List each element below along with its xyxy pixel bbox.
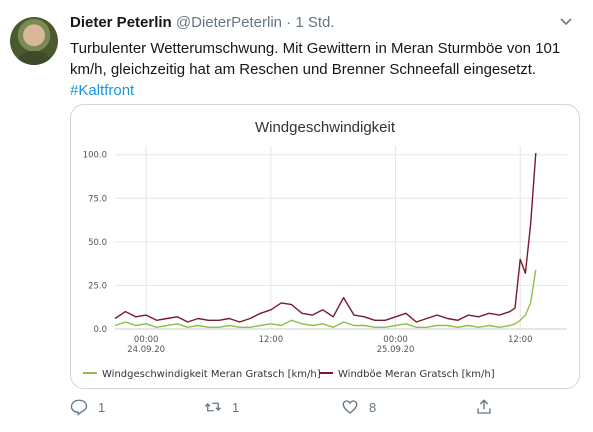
series-line-0: [114, 269, 537, 329]
heart-icon: [342, 400, 358, 414]
chart-card[interactable]: Windgeschwindigkeit 0.0 25.0 50.0 75.0 100.0…: [70, 104, 580, 389]
hashtag-link[interactable]: #Kaltfront: [70, 82, 135, 99]
legend-swatch: [319, 372, 333, 374]
reply-count: 1: [98, 399, 106, 415]
chevron-down-icon[interactable]: [559, 14, 573, 28]
chart-title: Windgeschwindigkeit: [254, 119, 396, 136]
y-tick-label: 50.0: [88, 238, 107, 248]
legend-item-windgeschwindigkeit[interactable]: Windgeschwindigkeit Meran Gratsch [km/h]: [83, 369, 321, 380]
y-tick-label: 75.0: [88, 194, 107, 204]
tweet-actions: 1 1 8: [70, 398, 585, 422]
share-button[interactable]: [475, 398, 503, 416]
x-tick-sublabel: 25.09.20: [377, 345, 415, 355]
y-tick-label: 0.0: [93, 325, 107, 335]
retweet-icon: [205, 402, 221, 412]
y-tick-label: 100.0: [83, 151, 107, 161]
author-handle[interactable]: @DieterPeterlin: [175, 14, 282, 31]
tweet-header: Dieter Peterlin @DieterPeterlin · 1 Std.: [70, 14, 583, 34]
legend-label: Windböe Meran Gratsch [km/h]: [338, 369, 495, 380]
legend-label: Windgeschwindigkeit Meran Gratsch [km/h]: [102, 369, 321, 380]
reply-icon: [70, 399, 88, 416]
y-tick-label: 25.0: [88, 281, 107, 291]
separator-dot: ·: [286, 14, 292, 31]
tweet-body: Turbulenter Wetterumschwung. Mit Gewitte…: [70, 40, 561, 78]
tweet-time[interactable]: 1 Std.: [295, 14, 335, 31]
x-tick-sublabel: 24.09.20: [127, 345, 165, 355]
retweet-count: 1: [232, 399, 240, 415]
like-button[interactable]: 8: [341, 398, 376, 416]
tweet-text: Turbulenter Wetterumschwung. Mit Gewitte…: [70, 38, 585, 101]
series-line-1: [114, 152, 537, 323]
legend-swatch: [83, 372, 97, 374]
x-tick-label: 12:00: [508, 335, 533, 345]
x-tick-label: 12:00: [259, 335, 284, 345]
x-tick-label: 00:00: [383, 335, 408, 345]
legend-item-windboe[interactable]: Windböe Meran Gratsch [km/h]: [319, 369, 495, 380]
reply-button[interactable]: 1: [70, 398, 105, 416]
avatar[interactable]: [10, 17, 58, 65]
x-tick-label: 00:00: [134, 335, 159, 345]
share-icon: [477, 399, 491, 414]
like-count: 8: [369, 399, 377, 415]
retweet-button[interactable]: 1: [204, 398, 239, 416]
author-name[interactable]: Dieter Peterlin: [70, 14, 172, 31]
